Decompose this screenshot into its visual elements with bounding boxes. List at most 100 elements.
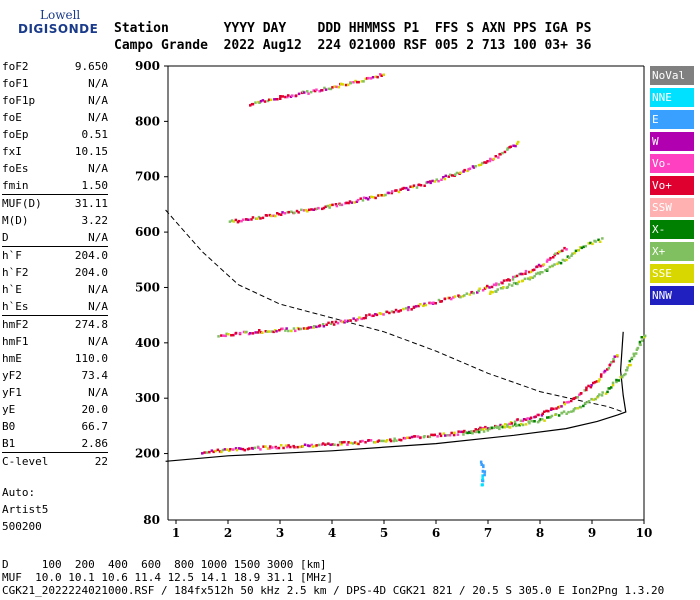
- echo-point: [221, 448, 225, 452]
- echo-point: [537, 263, 541, 267]
- echo-point: [261, 99, 265, 102]
- echo-point: [265, 214, 269, 217]
- param-key: h`F: [2, 249, 22, 262]
- echo-point: [224, 334, 227, 338]
- echo-point: [565, 248, 568, 251]
- echo-point: [303, 91, 306, 94]
- param-key: M(D): [2, 214, 29, 227]
- param-key: C-level: [2, 455, 49, 468]
- param-value: N/A: [88, 231, 108, 244]
- echo-point: [584, 402, 587, 405]
- echo-point: [251, 447, 254, 450]
- echo-point: [379, 312, 383, 316]
- echo-point: [203, 451, 206, 454]
- echo-point: [261, 331, 264, 334]
- echo-point: [362, 80, 365, 83]
- param-row: MUF(D) 31.11: [2, 195, 108, 212]
- echo-point: [228, 449, 231, 452]
- echo-point: [373, 441, 377, 444]
- echo-point: [327, 87, 331, 91]
- echo-point: [409, 185, 412, 188]
- echo-point: [527, 420, 530, 423]
- echo-point: [513, 275, 517, 278]
- param-key: yE: [2, 403, 16, 416]
- echo-point: [482, 430, 486, 433]
- echo-point: [597, 380, 600, 383]
- echo-point: [365, 196, 368, 200]
- echo-point: [347, 441, 350, 444]
- echo-point: [268, 98, 271, 101]
- param-value: N/A: [88, 94, 108, 107]
- echo-point: [250, 218, 253, 221]
- echo-point: [430, 433, 433, 437]
- echo-point: [220, 334, 223, 337]
- echo-point: [524, 418, 528, 421]
- echo-point: [315, 325, 318, 329]
- echo-point: [521, 279, 524, 282]
- echo-point: [343, 321, 346, 324]
- echo-point: [524, 423, 528, 426]
- echo-point: [370, 314, 374, 318]
- echo-point: [497, 156, 500, 159]
- echo-point: [353, 201, 356, 204]
- echo-point: [332, 323, 336, 326]
- echo-point: [452, 433, 456, 437]
- echo-point: [424, 303, 427, 307]
- echo-point: [556, 252, 560, 255]
- echo-point: [548, 258, 551, 261]
- echo-point: [617, 379, 621, 382]
- echo-point: [257, 215, 261, 219]
- echo-point: [282, 446, 285, 450]
- echo-point: [566, 255, 570, 258]
- echo-point: [519, 422, 523, 426]
- echo-point: [329, 87, 333, 91]
- echo-point: [585, 388, 588, 392]
- polarization-legend: NoVal NNE E W Vo- Vo+ SSW X- X+ SSE NNW: [650, 66, 694, 308]
- param-row: yE 20.0: [2, 401, 108, 418]
- echo-point: [268, 447, 272, 450]
- echo-point: [357, 80, 360, 84]
- echo-point: [507, 278, 510, 281]
- echo-point: [309, 326, 313, 329]
- echo-point: [436, 435, 439, 438]
- param-key: yF1: [2, 386, 22, 399]
- legend-entry: Vo+: [650, 176, 694, 195]
- echo-point: [599, 375, 603, 378]
- echo-point: [230, 219, 234, 222]
- echo-point: [543, 410, 546, 413]
- echo-point: [484, 161, 488, 164]
- echo-point: [514, 423, 517, 426]
- echo-point: [528, 270, 531, 274]
- echo-point: [544, 269, 547, 272]
- echo-point: [286, 445, 289, 449]
- echo-point: [377, 194, 380, 197]
- echo-point: [433, 180, 437, 183]
- echo-point: [534, 415, 537, 418]
- echo-point: [331, 203, 334, 207]
- auto-line2: Artist5: [2, 503, 49, 516]
- param-separator: [2, 194, 108, 195]
- echo-point: [399, 188, 402, 191]
- echo-point: [459, 171, 462, 174]
- echo-point: [481, 474, 484, 478]
- echo-point: [533, 420, 536, 423]
- echo-point: [557, 261, 561, 264]
- legend-entry: NNW: [650, 286, 694, 305]
- echo-point: [370, 195, 373, 199]
- echo-point: [616, 354, 619, 357]
- echo-point: [307, 326, 311, 329]
- x-tick-label: 9: [588, 526, 596, 540]
- echo-point: [435, 178, 438, 181]
- echo-point: [624, 372, 627, 376]
- echo-point: [521, 272, 524, 276]
- echo-point: [261, 216, 265, 220]
- param-row: D N/A: [2, 229, 108, 246]
- echo-point: [600, 373, 603, 376]
- echo-point: [258, 329, 261, 332]
- echo-point: [506, 285, 510, 289]
- echo-point: [475, 430, 479, 433]
- echo-point: [506, 146, 510, 150]
- echo-point: [230, 334, 233, 337]
- echo-point: [589, 241, 592, 245]
- echo-point: [298, 445, 302, 449]
